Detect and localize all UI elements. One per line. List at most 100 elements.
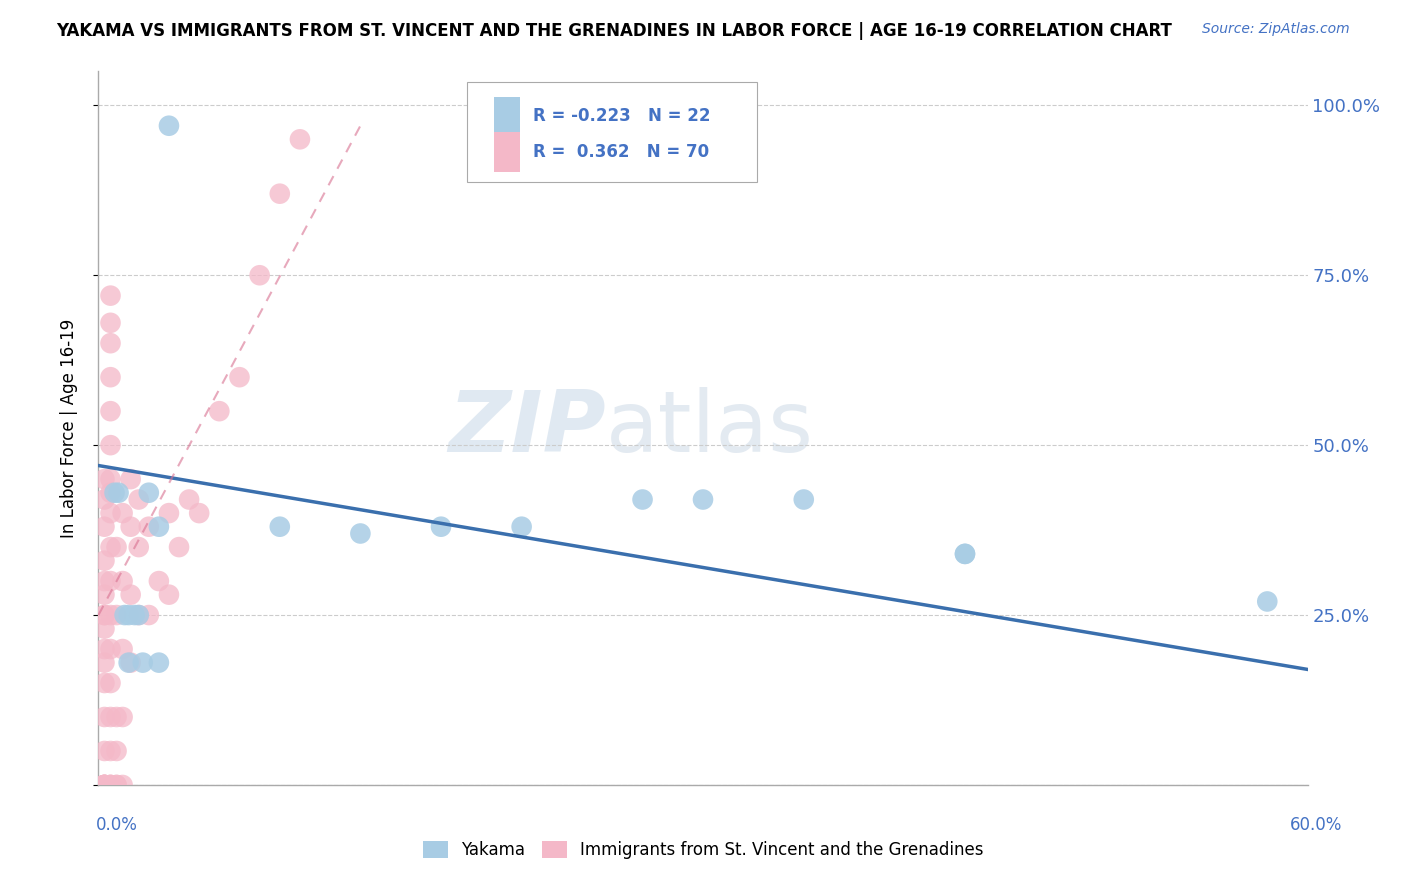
Point	[1256, 594, 1278, 608]
Point	[105, 710, 128, 724]
Point	[128, 492, 150, 507]
Text: R = -0.223   N = 22: R = -0.223 N = 22	[533, 107, 710, 125]
Point	[105, 778, 128, 792]
Point	[100, 336, 122, 351]
Point	[100, 608, 122, 623]
FancyBboxPatch shape	[467, 82, 758, 182]
Point	[105, 540, 128, 554]
Text: 0.0%: 0.0%	[96, 816, 138, 834]
Point	[100, 506, 122, 520]
Text: ZIP: ZIP	[449, 386, 606, 470]
Point	[269, 519, 291, 533]
Point	[793, 492, 815, 507]
Point	[118, 608, 141, 623]
Text: R =  0.362   N = 70: R = 0.362 N = 70	[533, 143, 709, 161]
Point	[93, 608, 115, 623]
Point	[100, 472, 122, 486]
Point	[124, 608, 146, 623]
Point	[105, 608, 128, 623]
Point	[269, 186, 291, 201]
Point	[249, 268, 271, 283]
Point	[118, 656, 141, 670]
Point	[93, 676, 115, 690]
Point	[93, 642, 115, 657]
Point	[111, 642, 134, 657]
Point	[128, 608, 150, 623]
Point	[93, 472, 115, 486]
Point	[107, 485, 129, 500]
Point	[93, 744, 115, 758]
Point	[111, 710, 134, 724]
Point	[208, 404, 231, 418]
Point	[157, 588, 180, 602]
Point	[93, 608, 115, 623]
Point	[93, 710, 115, 724]
Point	[93, 519, 115, 533]
Point	[430, 519, 453, 533]
Point	[100, 540, 122, 554]
Point	[93, 492, 115, 507]
Point	[148, 519, 170, 533]
Point	[100, 778, 122, 792]
Point	[157, 119, 180, 133]
Point	[138, 485, 160, 500]
Point	[100, 370, 122, 384]
Point	[349, 526, 371, 541]
Point	[100, 676, 122, 690]
Point	[103, 485, 125, 500]
Point	[93, 778, 115, 792]
Point	[93, 778, 115, 792]
Text: Source: ZipAtlas.com: Source: ZipAtlas.com	[1202, 22, 1350, 37]
Point	[953, 547, 976, 561]
Point	[111, 778, 134, 792]
Point	[100, 288, 122, 302]
Point	[148, 656, 170, 670]
Point	[100, 778, 122, 792]
Point	[692, 492, 714, 507]
Point	[111, 574, 134, 588]
Point	[93, 588, 115, 602]
Point	[93, 778, 115, 792]
Point	[100, 404, 122, 418]
FancyBboxPatch shape	[494, 132, 520, 171]
Point	[100, 574, 122, 588]
Point	[93, 778, 115, 792]
Point	[148, 574, 170, 588]
Point	[93, 622, 115, 636]
Point	[105, 778, 128, 792]
Point	[167, 540, 190, 554]
Point	[953, 547, 976, 561]
Point	[510, 519, 533, 533]
Point	[100, 485, 122, 500]
Text: YAKAMA VS IMMIGRANTS FROM ST. VINCENT AND THE GRENADINES IN LABOR FORCE | AGE 16: YAKAMA VS IMMIGRANTS FROM ST. VINCENT AN…	[56, 22, 1173, 40]
Point	[631, 492, 654, 507]
Point	[105, 744, 128, 758]
Point	[120, 656, 142, 670]
Point	[100, 642, 122, 657]
Point	[120, 519, 142, 533]
Point	[138, 608, 160, 623]
Y-axis label: In Labor Force | Age 16-19: In Labor Force | Age 16-19	[59, 318, 77, 538]
Point	[100, 744, 122, 758]
Point	[93, 656, 115, 670]
Point	[100, 710, 122, 724]
Point	[120, 588, 142, 602]
Point	[132, 656, 155, 670]
Point	[120, 472, 142, 486]
Point	[100, 438, 122, 452]
Point	[93, 778, 115, 792]
Point	[93, 574, 115, 588]
Point	[288, 132, 311, 146]
Point	[128, 608, 150, 623]
Legend: Yakama, Immigrants from St. Vincent and the Grenadines: Yakama, Immigrants from St. Vincent and …	[416, 834, 990, 866]
Point	[111, 506, 134, 520]
Point	[100, 316, 122, 330]
Point	[100, 778, 122, 792]
Text: atlas: atlas	[606, 386, 814, 470]
Text: 60.0%: 60.0%	[1291, 816, 1343, 834]
Point	[188, 506, 211, 520]
Point	[179, 492, 201, 507]
Point	[228, 370, 250, 384]
FancyBboxPatch shape	[494, 96, 520, 136]
Point	[157, 506, 180, 520]
